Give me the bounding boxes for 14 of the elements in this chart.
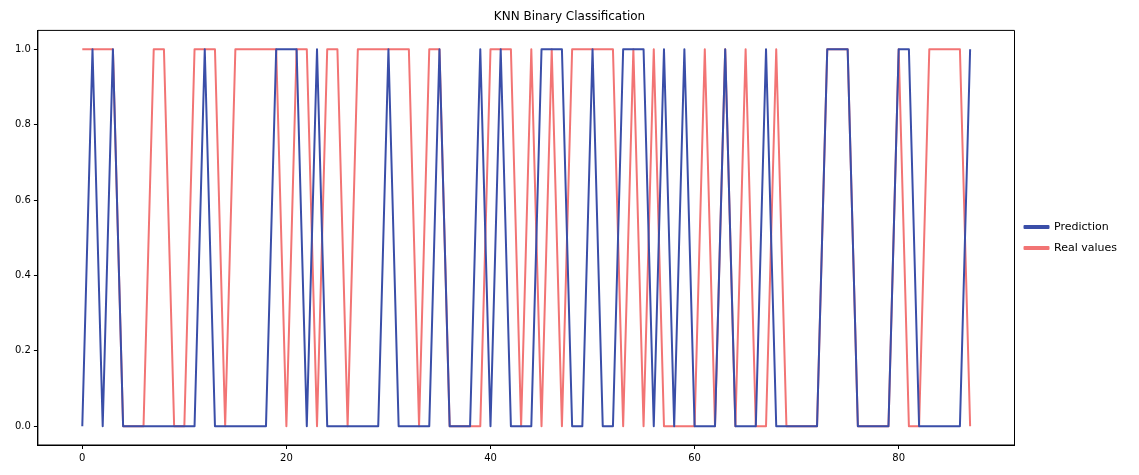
legend-label: Prediction (1054, 219, 1109, 233)
x-tick-label: 80 (892, 451, 906, 463)
chart-title: KNN Binary Classification (493, 9, 646, 24)
x-tick-label: 20 (280, 451, 293, 463)
x-tick-label: 60 (688, 451, 701, 463)
y-tick-label: 0.4 (15, 268, 31, 280)
x-tick-label: 0 (79, 451, 86, 463)
y-tick-label: 0.0 (15, 419, 31, 431)
y-tick-label: 1.0 (15, 42, 31, 54)
legend-label: Real values (1054, 240, 1118, 254)
y-tick-label: 0.2 (15, 344, 31, 356)
x-tick-label: 40 (484, 451, 497, 463)
y-tick-label: 0.8 (15, 118, 31, 130)
y-tick-label: 0.6 (15, 193, 31, 205)
